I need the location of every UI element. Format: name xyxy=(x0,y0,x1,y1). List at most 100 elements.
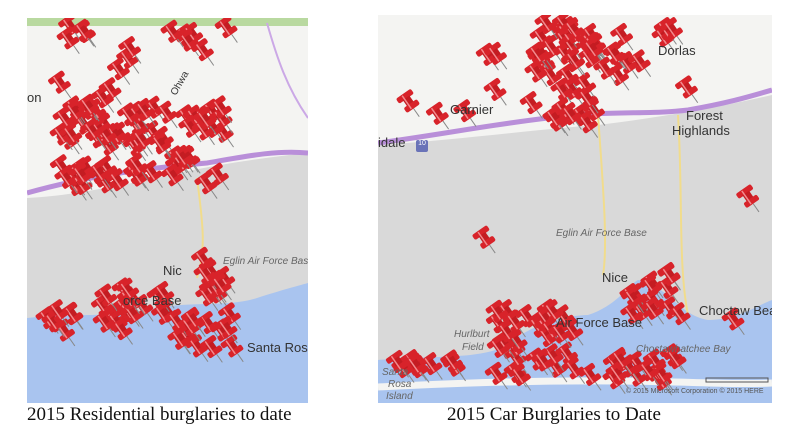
pushpin-icon[interactable] xyxy=(542,105,573,138)
pushpin-icon[interactable] xyxy=(199,334,230,367)
pushpin-icon[interactable] xyxy=(194,170,225,203)
pushpin-icon[interactable] xyxy=(484,361,515,394)
pushpin-icon[interactable] xyxy=(214,18,245,48)
pushpin-icon[interactable] xyxy=(47,70,78,103)
pushpin-icon[interactable] xyxy=(605,360,636,393)
pushpin-icon[interactable] xyxy=(175,28,206,61)
map-label: Nice xyxy=(602,270,629,285)
pushpin-icon[interactable] xyxy=(105,167,136,200)
pushpin-icon[interactable] xyxy=(483,77,514,110)
pushpin-icon[interactable] xyxy=(561,16,592,49)
pushpin-icon[interactable] xyxy=(736,184,767,217)
pushpin-icon[interactable] xyxy=(151,280,182,313)
pushpin-icon[interactable] xyxy=(170,144,201,177)
pushpin-icon[interactable] xyxy=(59,121,90,154)
map-label: Santa Ros xyxy=(247,340,308,355)
pushpin-icon[interactable] xyxy=(601,41,632,74)
pushpin-icon[interactable] xyxy=(148,131,179,164)
burglary-pins xyxy=(385,15,767,396)
pushpin-icon[interactable] xyxy=(663,345,694,378)
pushpin-icon[interactable] xyxy=(116,102,147,135)
car-burglary-map[interactable]: idale 10 Garnier Dorlas Forest Highlands… xyxy=(378,15,772,403)
pushpin-icon[interactable] xyxy=(45,298,76,331)
pushpin-icon[interactable] xyxy=(659,16,690,49)
pushpin-icon[interactable] xyxy=(190,37,221,70)
pushpin-icon[interactable] xyxy=(627,49,658,82)
pushpin-icon[interactable] xyxy=(160,19,191,52)
pushpin-icon[interactable] xyxy=(56,26,87,59)
pushpin-icon[interactable] xyxy=(208,95,239,128)
pushpin-icon[interactable] xyxy=(674,75,705,108)
pushpin-icon[interactable] xyxy=(657,262,688,295)
pushpin-icon[interactable] xyxy=(558,101,589,134)
pushpin-icon[interactable] xyxy=(439,349,470,382)
pushpin-icon[interactable] xyxy=(519,90,550,123)
pushpin-icon[interactable] xyxy=(721,307,752,340)
pushpin-icon[interactable] xyxy=(167,326,198,359)
pushpin-icon[interactable] xyxy=(507,362,538,395)
residential-burglary-map[interactable]: on Ohwa Nic orce Base Eglin Air Force Ba… xyxy=(27,18,308,403)
pushpin-icon[interactable] xyxy=(486,334,517,367)
pushpin-icon[interactable] xyxy=(483,41,514,74)
pushpin-icon[interactable] xyxy=(124,152,155,185)
pushpin-icon[interactable] xyxy=(453,98,484,131)
pushpin-icon[interactable] xyxy=(92,309,123,342)
pushpin-icon[interactable] xyxy=(575,85,606,118)
pushpin-icon[interactable] xyxy=(548,320,579,353)
pushpin-icon[interactable] xyxy=(193,261,224,294)
pushpin-icon[interactable] xyxy=(494,319,525,352)
pushpin-icon[interactable] xyxy=(70,18,101,51)
pushpin-icon[interactable] xyxy=(620,301,651,334)
map-label: Field xyxy=(462,342,484,353)
pushpin-icon[interactable] xyxy=(208,272,239,305)
map-copyright: © 2015 Microsoft Corporation © 2015 HERE xyxy=(626,388,764,395)
map-label: Highlands xyxy=(672,123,730,138)
pushpin-icon[interactable] xyxy=(62,98,93,131)
pushpin-icon[interactable] xyxy=(160,163,191,196)
pushpin-icon[interactable] xyxy=(69,161,100,194)
pushpin-icon[interactable] xyxy=(132,97,163,130)
pushpin-icon[interactable] xyxy=(117,35,148,68)
pushpin-icon[interactable] xyxy=(87,159,118,192)
pushpin-icon[interactable] xyxy=(620,285,651,318)
pushpin-icon[interactable] xyxy=(592,56,623,89)
map-caption: 2015 Residential burglaries to date xyxy=(27,404,292,425)
pushpin-icon[interactable] xyxy=(667,301,698,334)
pushpin-icon[interactable] xyxy=(79,117,110,150)
pushpin-icon[interactable] xyxy=(98,76,129,109)
pushpin-icon[interactable] xyxy=(425,101,456,134)
pushpin-icon[interactable] xyxy=(574,109,605,142)
pushpin-icon[interactable] xyxy=(76,93,107,126)
map-canvas xyxy=(378,15,772,403)
pushpin-icon[interactable] xyxy=(580,36,611,69)
pushpin-icon[interactable] xyxy=(180,306,211,339)
pushpin-icon[interactable] xyxy=(562,47,593,80)
pushpin-icon[interactable] xyxy=(106,56,137,89)
pushpin-icon[interactable] xyxy=(608,346,639,379)
pushpin-icon[interactable] xyxy=(609,22,640,55)
pushpin-icon[interactable] xyxy=(636,357,667,390)
pushpin-icon[interactable] xyxy=(385,349,416,382)
pushpin-icon[interactable] xyxy=(534,15,565,44)
pushpin-icon[interactable] xyxy=(154,100,185,133)
pushpin-icon[interactable] xyxy=(419,351,450,384)
pushpin-icon[interactable] xyxy=(129,126,160,159)
map-label: orce Base xyxy=(123,293,182,308)
pushpin-icon[interactable] xyxy=(396,89,427,122)
pushpin-icon[interactable] xyxy=(193,106,224,139)
pushpin-icon[interactable] xyxy=(472,225,503,258)
pushpin-icon[interactable] xyxy=(109,316,140,349)
pushpin-icon[interactable] xyxy=(220,334,251,367)
pushpin-icon[interactable] xyxy=(561,356,592,389)
pushpin-icon[interactable] xyxy=(530,348,561,381)
pushpin-icon[interactable] xyxy=(578,362,609,395)
pushpin-icon[interactable] xyxy=(525,41,556,74)
pushpin-icon[interactable] xyxy=(502,309,533,342)
pushpin-icon[interactable] xyxy=(550,77,581,110)
pushpin-icon[interactable] xyxy=(94,283,125,316)
pushpin-icon[interactable] xyxy=(640,296,671,329)
pushpin-icon[interactable] xyxy=(115,277,146,310)
map-canvas xyxy=(27,18,308,403)
pushpin-icon[interactable] xyxy=(205,162,236,195)
pushpin-icon[interactable] xyxy=(214,315,245,348)
